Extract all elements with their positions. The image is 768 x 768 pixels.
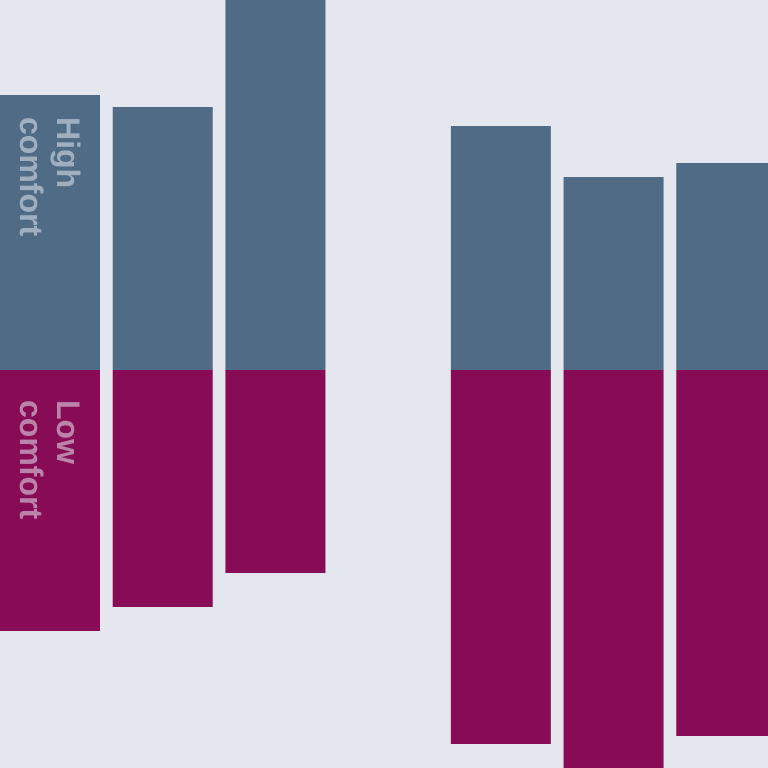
- bar: [676, 370, 768, 736]
- bar: [676, 163, 768, 370]
- bar: [225, 0, 326, 370]
- bar: [0, 370, 100, 631]
- bar: [112, 370, 213, 607]
- bar: [563, 177, 664, 370]
- series-label: Low comfort: [13, 400, 86, 520]
- bar: [450, 370, 551, 744]
- bar: [563, 370, 664, 768]
- bar: [0, 95, 100, 370]
- bar: [450, 126, 551, 370]
- series-label: High comfort: [13, 117, 86, 237]
- bar: [225, 370, 326, 573]
- bar: [112, 107, 213, 370]
